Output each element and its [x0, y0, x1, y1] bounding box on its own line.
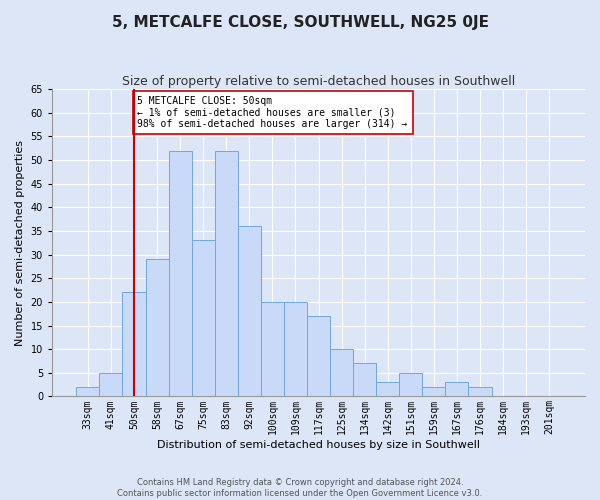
Bar	[146, 260, 169, 396]
Bar	[284, 302, 307, 396]
Bar	[169, 150, 191, 396]
Bar	[261, 302, 284, 396]
Bar	[353, 364, 376, 396]
Bar	[330, 349, 353, 397]
Title: Size of property relative to semi-detached houses in Southwell: Size of property relative to semi-detach…	[122, 75, 515, 88]
Bar	[238, 226, 261, 396]
Bar	[399, 373, 422, 396]
Bar	[307, 316, 330, 396]
Y-axis label: Number of semi-detached properties: Number of semi-detached properties	[15, 140, 25, 346]
Bar	[469, 387, 491, 396]
Bar	[100, 373, 122, 396]
Bar	[215, 150, 238, 396]
Bar	[76, 387, 100, 396]
Text: 5, METCALFE CLOSE, SOUTHWELL, NG25 0JE: 5, METCALFE CLOSE, SOUTHWELL, NG25 0JE	[112, 15, 488, 30]
Text: Contains HM Land Registry data © Crown copyright and database right 2024.
Contai: Contains HM Land Registry data © Crown c…	[118, 478, 482, 498]
Bar	[422, 387, 445, 396]
Bar	[445, 382, 469, 396]
Text: 5 METCALFE CLOSE: 50sqm
← 1% of semi-detached houses are smaller (3)
98% of semi: 5 METCALFE CLOSE: 50sqm ← 1% of semi-det…	[137, 96, 407, 130]
Bar	[122, 292, 146, 397]
X-axis label: Distribution of semi-detached houses by size in Southwell: Distribution of semi-detached houses by …	[157, 440, 480, 450]
Bar	[376, 382, 399, 396]
Bar	[191, 240, 215, 396]
